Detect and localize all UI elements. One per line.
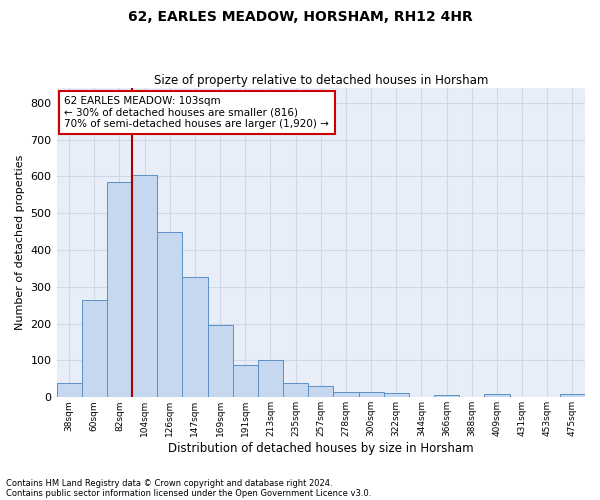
Bar [359, 392, 383, 398]
Bar [233, 364, 258, 398]
Bar [560, 394, 585, 398]
Bar [308, 386, 334, 398]
Text: Contains HM Land Registry data © Crown copyright and database right 2024.: Contains HM Land Registry data © Crown c… [6, 478, 332, 488]
Bar [132, 176, 157, 398]
Bar [157, 232, 182, 398]
Bar [383, 393, 409, 398]
Bar [56, 384, 82, 398]
Bar [283, 384, 308, 398]
Bar [484, 394, 509, 398]
X-axis label: Distribution of detached houses by size in Horsham: Distribution of detached houses by size … [168, 442, 473, 455]
Bar [182, 276, 208, 398]
Y-axis label: Number of detached properties: Number of detached properties [15, 155, 25, 330]
Bar [434, 394, 459, 398]
Text: 62 EARLES MEADOW: 103sqm
← 30% of detached houses are smaller (816)
70% of semi-: 62 EARLES MEADOW: 103sqm ← 30% of detach… [64, 96, 329, 129]
Bar [258, 360, 283, 398]
Title: Size of property relative to detached houses in Horsham: Size of property relative to detached ho… [154, 74, 488, 87]
Bar [82, 300, 107, 398]
Bar [208, 325, 233, 398]
Bar [107, 182, 132, 398]
Text: 62, EARLES MEADOW, HORSHAM, RH12 4HR: 62, EARLES MEADOW, HORSHAM, RH12 4HR [128, 10, 472, 24]
Bar [334, 392, 359, 398]
Text: Contains public sector information licensed under the Open Government Licence v3: Contains public sector information licen… [6, 488, 371, 498]
